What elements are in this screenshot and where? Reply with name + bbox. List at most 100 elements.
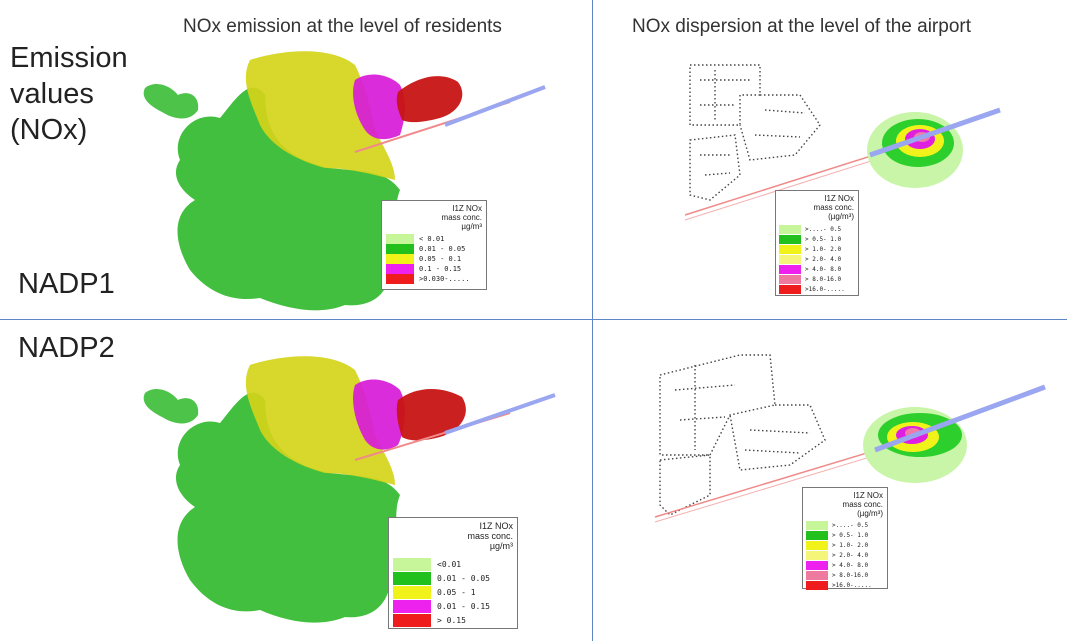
legend-label: > 8.0-16.0 <box>832 571 869 579</box>
legend-title: I1Z NOx mass conc. (µg/m³) <box>776 191 858 221</box>
legend-label: 0.05 - 1 <box>437 587 476 597</box>
legend-title-line-2: mass conc. <box>813 203 854 212</box>
legend-item: > 1.0- 2.0 <box>806 540 887 550</box>
legend-label: > 4.0- 8.0 <box>832 561 869 569</box>
legend-label: > 0.15 <box>437 615 466 625</box>
legend-swatch <box>806 550 828 560</box>
legend-emission-nadp2: I1Z NOx mass conc. µg/m³ <0.01 0.01 - 0.… <box>388 517 518 629</box>
legend-item: > 8.0-16.0 <box>779 274 858 284</box>
nadp2-label: NADP2 <box>18 332 115 364</box>
dispersion-map-nadp1 <box>684 64 1001 221</box>
emission-values-line-2: values <box>10 78 94 110</box>
legend-title-line-2: mass conc. <box>842 500 883 509</box>
legend-item: < 0.01 <box>386 234 486 244</box>
legend-label: > 2.0- 4.0 <box>832 551 869 559</box>
legend-swatch <box>386 254 414 264</box>
legend-label: >16.0-..... <box>805 285 845 293</box>
legend-label: > 4.0- 8.0 <box>805 265 842 273</box>
emission-zone-magenta <box>353 379 405 450</box>
legend-swatch <box>806 530 828 540</box>
legend-item: 0.05 - 1 <box>393 585 517 599</box>
legend-swatch <box>779 264 801 274</box>
legend-swatch <box>806 520 828 530</box>
legend-item: > 0.5- 1.0 <box>806 530 887 540</box>
legend-title-line-3: (µg/m³) <box>857 509 883 518</box>
legend-item: >16.0-..... <box>779 284 858 294</box>
emission-zone-magenta <box>353 74 405 140</box>
legend-label: >....- 0.5 <box>805 225 842 233</box>
legend-item: 0.01 - 0.15 <box>393 599 517 613</box>
legend-swatch <box>779 244 801 254</box>
legend-item: 0.01 - 0.05 <box>386 244 486 254</box>
legend-title-line-1: I1Z NOx <box>853 491 883 500</box>
legend-items: <0.01 0.01 - 0.05 0.05 - 1 0.01 - 0.15 >… <box>389 551 517 627</box>
legend-label: >....- 0.5 <box>832 521 869 529</box>
legend-label: 0.05 - 0.1 <box>419 255 462 263</box>
left-column-title: NOx emission at the level of residents <box>183 16 502 37</box>
legend-label: 0.01 - 0.05 <box>419 245 466 253</box>
legend-label: > 0.5- 1.0 <box>805 235 842 243</box>
emission-values-line-1: Emission <box>10 42 128 74</box>
legend-item: 0.01 - 0.05 <box>393 571 517 585</box>
legend-item: > 2.0- 4.0 <box>806 550 887 560</box>
emission-zone-red <box>396 76 463 123</box>
legend-items: < 0.01 0.01 - 0.05 0.05 - 0.1 0.1 - 0.15… <box>382 231 486 284</box>
legend-label: 0.01 - 0.05 <box>437 573 490 583</box>
legend-label: > 2.0- 4.0 <box>805 255 842 263</box>
legend-label: >16.0-..... <box>832 581 872 589</box>
emission-values-label: Emission values (NOx) <box>10 40 128 148</box>
vertical-divider <box>592 0 593 641</box>
emission-zone-red <box>396 389 466 441</box>
legend-items: >....- 0.5 > 0.5- 1.0 > 1.0- 2.0 > 2.0- … <box>776 221 858 294</box>
legend-item: > 0.5- 1.0 <box>779 234 858 244</box>
legend-label: > 1.0- 2.0 <box>805 245 842 253</box>
legend-emission-nadp1: I1Z NOx mass conc. µg/m³ < 0.01 0.01 - 0… <box>381 200 487 290</box>
legend-swatch <box>393 613 431 627</box>
legend-item: > 4.0- 8.0 <box>806 560 887 570</box>
right-column-title: NOx dispersion at the level of the airpo… <box>632 16 972 37</box>
legend-title-line-1: I1Z NOx <box>479 521 513 531</box>
legend-swatch <box>806 540 828 550</box>
legend-title-line-2: mass conc. <box>441 213 482 222</box>
building-footprints <box>659 354 826 516</box>
legend-title: I1Z NOx mass conc. µg/m³ <box>382 201 486 231</box>
legend-dispersion-nadp2: I1Z NOx mass conc. (µg/m³) >....- 0.5 > … <box>802 487 888 590</box>
legend-swatch <box>779 284 801 294</box>
legend-swatch <box>393 585 431 599</box>
dispersion-map-nadp2 <box>654 354 1046 523</box>
road-line <box>684 149 891 216</box>
emission-zone-green <box>143 389 400 623</box>
legend-label: > 1.0- 2.0 <box>832 541 869 549</box>
road-line-2 <box>654 447 901 523</box>
legend-items: >....- 0.5 > 0.5- 1.0 > 1.0- 2.0 > 2.0- … <box>803 518 887 590</box>
runway-line <box>869 107 1001 158</box>
legend-item: >....- 0.5 <box>806 520 887 530</box>
legend-swatch <box>806 560 828 570</box>
legend-swatch <box>806 580 828 590</box>
building-footprints <box>689 64 821 201</box>
legend-item: > 2.0- 4.0 <box>779 254 858 264</box>
legend-swatch <box>386 234 414 244</box>
legend-label: > 8.0-16.0 <box>805 275 842 283</box>
legend-swatch <box>779 254 801 264</box>
legend-label: < 0.01 <box>419 235 445 243</box>
legend-item: >16.0-..... <box>806 580 887 590</box>
legend-item: 0.1 - 0.15 <box>386 264 486 274</box>
runway-line <box>444 393 556 435</box>
legend-item: > 1.0- 2.0 <box>779 244 858 254</box>
legend-swatch <box>806 570 828 580</box>
legend-title-line-1: I1Z NOx <box>452 204 482 213</box>
legend-item: >....- 0.5 <box>779 224 858 234</box>
legend-swatch <box>393 571 431 585</box>
legend-item: > 4.0- 8.0 <box>779 264 858 274</box>
emission-map-nadp1 <box>143 51 546 311</box>
road-line-2 <box>684 154 891 221</box>
legend-item: > 0.15 <box>393 613 517 627</box>
legend-title-line-2: mass conc. <box>467 531 513 541</box>
horizontal-divider <box>0 319 1067 320</box>
legend-title-line-3: µg/m³ <box>461 222 482 231</box>
legend-label: 0.1 - 0.15 <box>419 265 462 273</box>
emission-map-nadp2 <box>143 356 556 623</box>
emission-values-line-3: (NOx) <box>10 114 88 146</box>
legend-title-line-1: I1Z NOx <box>824 194 854 203</box>
